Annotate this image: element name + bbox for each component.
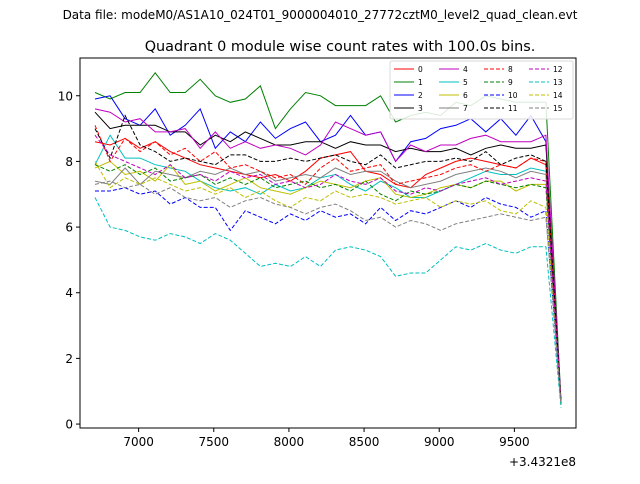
series-line-0 bbox=[94, 137, 562, 405]
series-line-6 bbox=[94, 160, 562, 405]
y-tick-label: 2 bbox=[65, 352, 73, 366]
legend-label-1: 1 bbox=[418, 78, 423, 87]
series-line-14 bbox=[94, 161, 562, 405]
series-line-1 bbox=[94, 71, 562, 402]
legend-label-4: 4 bbox=[463, 65, 468, 74]
legend-label-5: 5 bbox=[463, 78, 468, 87]
series-line-3 bbox=[94, 111, 562, 405]
legend-label-13: 13 bbox=[553, 78, 563, 87]
legend-box bbox=[389, 60, 574, 120]
series-line-15 bbox=[94, 180, 562, 405]
y-tick-label: 10 bbox=[58, 89, 73, 103]
legend-label-10: 10 bbox=[508, 91, 518, 100]
y-tick-label: 8 bbox=[65, 155, 73, 169]
y-tick-label: 4 bbox=[65, 286, 73, 300]
series-line-10 bbox=[95, 187, 562, 405]
series-line-5 bbox=[94, 134, 562, 405]
series-line-11 bbox=[94, 114, 562, 402]
legend-label-12: 12 bbox=[553, 65, 563, 74]
chart-title: Quadrant 0 module wise count rates with … bbox=[145, 39, 536, 55]
x-axis-offset-label: +3.4321e8 bbox=[509, 455, 576, 469]
figure-suptitle: Data file: modeM0/AS1A10_024T01_90000040… bbox=[63, 8, 578, 22]
series-line-9 bbox=[94, 164, 562, 405]
series-line-7 bbox=[94, 167, 562, 405]
legend-label-6: 6 bbox=[463, 91, 468, 100]
legend-label-11: 11 bbox=[508, 104, 518, 113]
series-line-2 bbox=[94, 95, 562, 405]
x-axis: 7000 7500 8000 8500 9000 9500 bbox=[123, 428, 530, 449]
series-line-8 bbox=[94, 125, 562, 405]
legend-label-7: 7 bbox=[463, 104, 468, 113]
axes-frame bbox=[79, 57, 577, 429]
series-line-13 bbox=[94, 197, 562, 408]
series-line-4 bbox=[94, 108, 562, 402]
x-tick-label: 7000 bbox=[123, 435, 154, 449]
legend-label-8: 8 bbox=[508, 65, 513, 74]
legend-label-14: 14 bbox=[553, 91, 563, 100]
x-tick-label: 7500 bbox=[198, 435, 229, 449]
series-line-12 bbox=[94, 134, 562, 405]
plot-area bbox=[94, 71, 562, 408]
legend-label-0: 0 bbox=[418, 65, 423, 74]
y-tick-label: 6 bbox=[65, 221, 73, 235]
legend-label-3: 3 bbox=[418, 104, 423, 113]
x-tick-label: 8000 bbox=[274, 435, 305, 449]
y-tick-label: 0 bbox=[65, 418, 73, 432]
x-tick-label: 8500 bbox=[349, 435, 380, 449]
legend-label-15: 15 bbox=[553, 104, 563, 113]
legend-label-2: 2 bbox=[418, 91, 423, 100]
y-axis: 0 2 4 6 8 10 bbox=[58, 89, 80, 432]
legend-label-9: 9 bbox=[508, 78, 513, 87]
x-tick-label: 9500 bbox=[499, 435, 530, 449]
x-tick-label: 9000 bbox=[424, 435, 455, 449]
